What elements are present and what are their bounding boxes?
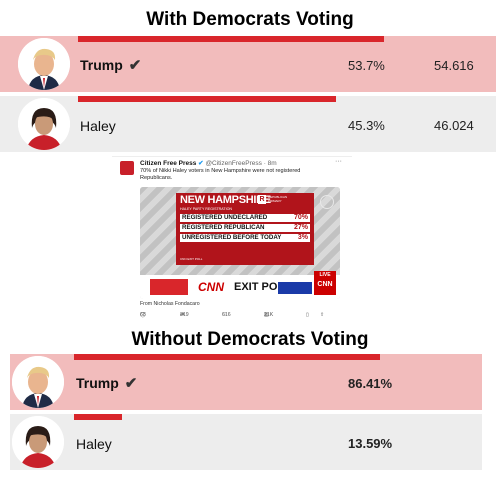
reply-icon: ◯ [140,312,146,318]
with-row-trump: Trump ✔ 53.7% 54.616 [0,36,496,92]
blue-block [278,282,312,294]
tweet-author[interactable]: Citizen Free Press ✔ @CitizenFreePress ·… [140,160,277,167]
haley-avatar [12,416,64,468]
with-name-haley: Haley [80,118,116,134]
without-percent-trump: 86.41% [348,376,393,391]
with-votes-haley: 46.024 [434,118,474,133]
red-block [150,279,188,295]
share-icon[interactable]: ⇧ [320,312,325,318]
embedded-tweet: Citizen Free Press ✔ @CitizenFreePress ·… [112,156,352,320]
bookmark-icon[interactable]: ▯ [306,312,309,318]
more-options-icon[interactable]: ··· [335,158,342,165]
cnn-logo: CNN [198,280,224,294]
with-votes-trump: 54.616 [434,58,474,73]
without-democrats-heading: Without Democrats Voting [131,329,369,350]
checkmark-icon: ✔ [128,57,142,74]
graphic-subtitle: HALEY PARTY REGISTRATION [180,207,232,211]
heart-icon: ♡ [222,312,227,318]
republican-badge: R [258,195,266,204]
with-percent-trump: 53.7% [348,58,385,73]
trump-avatar [12,356,64,408]
without-name-haley: Haley [76,436,112,452]
without-row-haley: Haley 13.59% [10,414,482,470]
with-democrats-heading: With Democrats Voting [146,9,354,30]
without-bar-trump [74,354,380,360]
watermark-icon [320,195,334,209]
without-row-trump: Trump ✔ 86.41% [10,354,482,410]
trump-avatar [18,38,70,90]
with-row-haley: Haley 45.3% 46.024 [0,96,496,152]
with-percent-haley: 45.3% [348,118,385,133]
haley-avatar [18,98,70,150]
republican-badge-text: REPUBLICAN PRIMARY [268,195,288,203]
verified-icon: ✔ [198,160,204,167]
with-name-trump: Trump ✔ [80,57,142,74]
graphic-row: UNREGISTERED BEFORE TODAY 3% [180,234,310,242]
cnn-corner-logo: CNN [314,279,336,295]
views-icon: ▥ [264,312,269,318]
live-badge: LIVE [314,271,336,279]
exit-poll-label: EXIT POLL [234,281,291,293]
with-bar-trump [78,36,384,42]
graphic-state: NEW HAMPSHIRE [180,194,271,206]
graphic-row: REGISTERED REPUBLICAN 27% [180,224,310,232]
without-bar-haley [74,414,122,420]
tweet-from[interactable]: From Nicholas Fondacaro [140,301,200,307]
retweet-icon: ⇄ [180,312,185,318]
checkmark-icon: ✔ [124,375,138,392]
exit-poll-graphic: NEW HAMPSHIRE R REPUBLICAN PRIMARY HALEY… [140,187,340,299]
tweet-text: 70% of Nikki Haley voters in New Hampshi… [140,168,301,181]
without-percent-haley: 13.59% [348,436,393,451]
with-bar-haley [78,96,336,102]
graphic-row: REGISTERED UNDECLARED 70% [180,214,310,222]
graphic-source: CNN EXIT POLL [180,257,203,261]
citizen-free-press-logo [120,161,134,175]
tweet-actions: ◯ 68 ⇄ 319 ♡ 616 ▥ 21K ▯ ⇧ [140,312,325,318]
without-name-trump: Trump ✔ [76,375,138,392]
